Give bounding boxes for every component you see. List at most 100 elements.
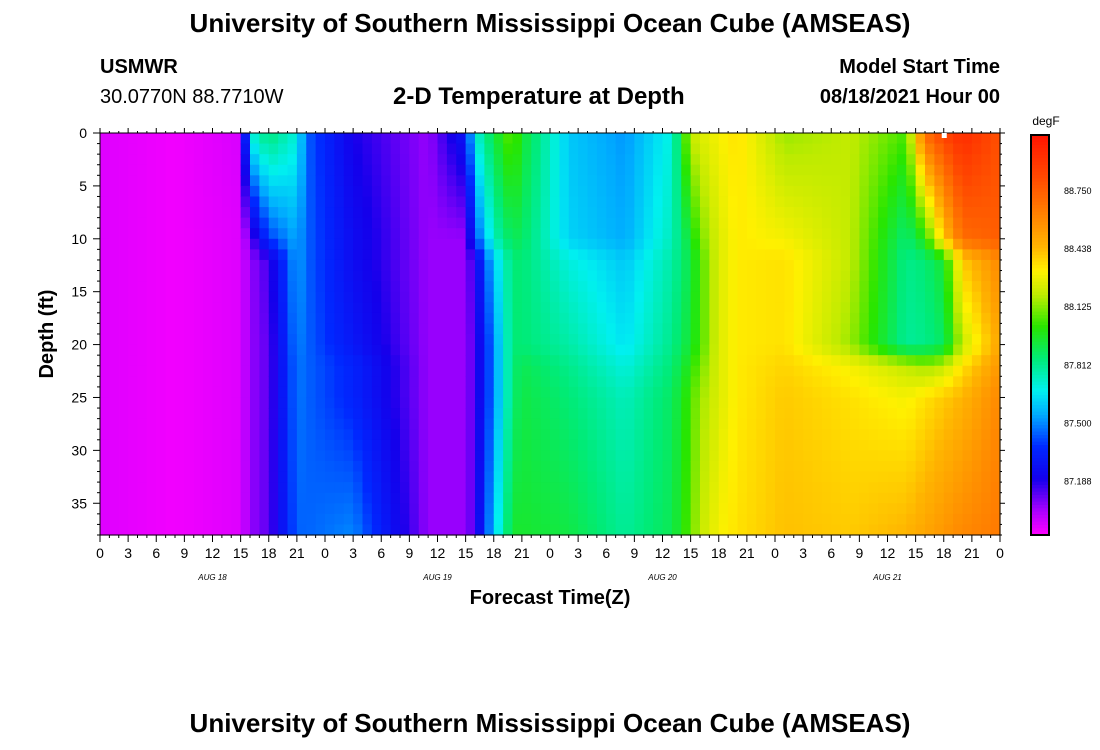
heatmap-cell <box>925 471 935 483</box>
heatmap-cell <box>700 164 710 176</box>
colorbar-segment <box>1031 508 1049 513</box>
heatmap-cell <box>643 312 654 325</box>
heatmap-cell <box>821 376 832 388</box>
heatmap-cell <box>400 386 410 399</box>
heatmap-cell <box>793 175 804 187</box>
heatmap-cell <box>681 154 692 166</box>
heatmap-cell <box>306 154 317 166</box>
heatmap-cell <box>287 397 298 409</box>
heatmap-cell <box>240 334 251 346</box>
heatmap-cell <box>775 270 785 282</box>
heatmap-cell <box>503 513 514 526</box>
heatmap-cell <box>615 154 626 166</box>
heatmap-cell <box>643 164 654 176</box>
heatmap-cell <box>709 429 720 441</box>
heatmap-cell <box>296 482 307 494</box>
heatmap-cell <box>728 196 739 208</box>
heatmap-cell <box>287 281 298 293</box>
heatmap-cell <box>765 439 776 451</box>
heatmap-cell <box>353 143 364 155</box>
heatmap-cell <box>503 376 514 388</box>
heatmap-cell <box>709 397 720 409</box>
heatmap-cell <box>240 365 251 377</box>
heatmap-cell <box>278 429 289 441</box>
heatmap-cell <box>765 492 776 504</box>
heatmap-cell <box>334 217 345 229</box>
heatmap-cell <box>803 386 814 399</box>
heatmap-cell <box>540 154 551 166</box>
heatmap-cell <box>175 450 185 462</box>
heatmap-cell <box>953 344 964 356</box>
heatmap-cell <box>793 312 804 325</box>
heatmap-cell <box>203 164 214 176</box>
heatmap-cell <box>493 238 504 250</box>
heatmap-cell <box>671 460 682 473</box>
heatmap-cell <box>437 513 448 526</box>
heatmap-cell <box>118 291 129 303</box>
heatmap-cell <box>250 376 260 388</box>
heatmap-cell <box>812 154 823 166</box>
heatmap-cell <box>428 143 439 155</box>
heatmap-cell <box>943 133 954 145</box>
heatmap-cell <box>943 196 954 208</box>
colorbar-frame <box>1030 134 1050 536</box>
heatmap-cell <box>353 450 364 462</box>
heatmap-cell <box>212 376 223 388</box>
heatmap-cell <box>540 492 551 504</box>
heatmap-cell <box>221 143 232 155</box>
heatmap-cell <box>287 450 298 462</box>
heatmap-cell <box>231 418 242 430</box>
heatmap-cell <box>390 471 401 483</box>
heatmap-cell <box>971 418 982 430</box>
heatmap-cell <box>840 397 851 409</box>
heatmap-cell <box>737 386 748 399</box>
heatmap-cell <box>287 217 298 229</box>
heatmap-cell <box>521 249 532 261</box>
heatmap-cell <box>353 471 364 483</box>
heatmap-cell <box>915 439 926 451</box>
heatmap-cell <box>465 482 476 494</box>
heatmap-cell <box>559 302 570 314</box>
heatmap-cell <box>953 238 964 250</box>
heatmap-cell <box>315 281 326 293</box>
heatmap-cell <box>146 344 157 356</box>
heatmap-cell <box>362 513 373 526</box>
heatmap-cell <box>146 238 157 250</box>
heatmap-cell <box>784 164 795 176</box>
heatmap-cell <box>859 376 870 388</box>
heatmap-cell <box>390 196 401 208</box>
heatmap-cell <box>915 482 926 494</box>
heatmap-cell <box>465 450 476 462</box>
heatmap-cell <box>203 355 214 367</box>
heatmap-cell <box>943 344 954 356</box>
heatmap-cell <box>268 291 279 303</box>
heatmap-cell <box>531 513 542 526</box>
x-tick-label: 0 <box>321 545 329 561</box>
heatmap-cell <box>503 503 514 515</box>
heatmap-cell <box>493 439 504 451</box>
heatmap-cell <box>925 175 935 187</box>
heatmap-cell <box>428 228 439 240</box>
heatmap-cell <box>268 249 279 261</box>
heatmap-cell <box>296 386 307 399</box>
heatmap-cell <box>915 249 926 261</box>
heatmap-cell <box>728 228 739 240</box>
heatmap-cell <box>765 524 776 536</box>
heatmap-cell <box>990 249 1001 261</box>
heatmap-cell <box>840 281 851 293</box>
heatmap-cell <box>953 460 964 473</box>
heatmap-cell <box>390 418 401 430</box>
heatmap-cell <box>259 302 270 314</box>
heatmap-cell <box>221 439 232 451</box>
heatmap-cell <box>700 355 710 367</box>
heatmap-cell <box>278 492 289 504</box>
heatmap-cell <box>943 524 954 536</box>
heatmap-cell <box>981 228 992 240</box>
heatmap-cell <box>531 323 542 335</box>
heatmap-cell <box>315 133 326 145</box>
heatmap-cell <box>746 344 757 356</box>
heatmap-cell <box>118 228 129 240</box>
colorbar-segment <box>1031 401 1049 406</box>
heatmap-cell <box>437 154 448 166</box>
heatmap-cell <box>793 143 804 155</box>
